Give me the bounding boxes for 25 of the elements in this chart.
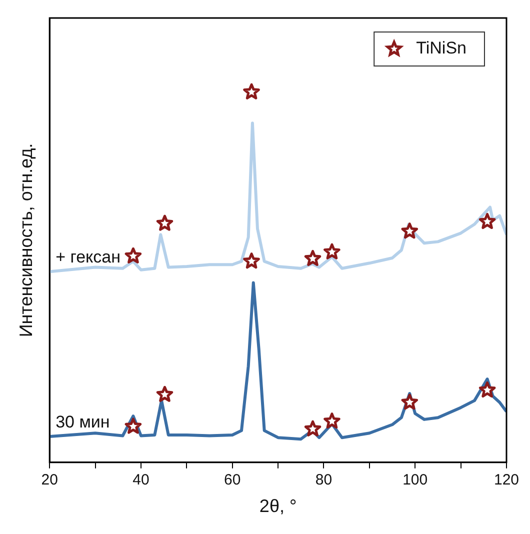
point: [124, 247, 142, 264]
point: [401, 394, 418, 410]
x-tick-label: 100: [402, 472, 428, 489]
point: [304, 250, 322, 266]
point: [124, 418, 142, 434]
series-label: 30 мин: [56, 412, 110, 432]
point: [243, 83, 260, 100]
point: [304, 420, 322, 436]
point: [324, 412, 340, 429]
point: [156, 386, 174, 402]
point: [243, 252, 260, 269]
series-label: + гексан: [56, 248, 121, 267]
legend-label: TiNiSn: [416, 38, 466, 58]
point: [324, 243, 340, 260]
x-tick-label: 20: [41, 472, 58, 489]
point: [478, 381, 496, 398]
point: [401, 222, 418, 239]
x-axis-title: 2θ, °: [259, 496, 297, 516]
y-axis-title: Интенсивность, отн.ед.: [16, 143, 36, 338]
x-tick-label: 80: [315, 472, 332, 489]
point: [478, 212, 496, 229]
x-tick-label: 60: [224, 472, 241, 489]
x-tick-label: 120: [494, 472, 519, 489]
x-tick-label: 40: [132, 472, 150, 489]
point: [156, 214, 174, 231]
